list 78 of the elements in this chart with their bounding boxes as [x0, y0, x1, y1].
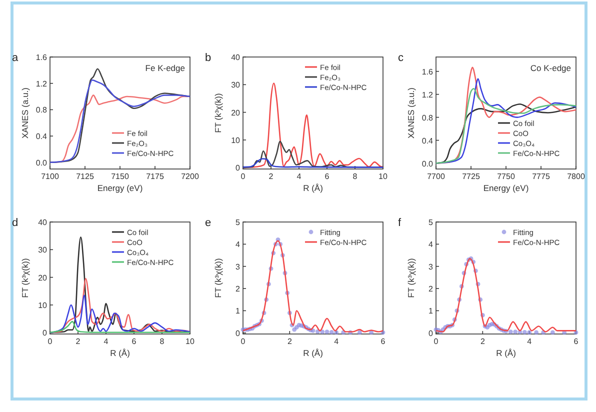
y-axis-title: XANES (a.u.) [20, 87, 30, 139]
y-tick-label: 0.8 [422, 113, 434, 122]
y-tick-label: 20 [231, 108, 241, 118]
y-tick-label: 0.4 [422, 136, 434, 146]
y-tick-label: 2 [428, 284, 434, 294]
x-axis-title: R (Å) [110, 348, 130, 358]
chart-title: e [205, 217, 212, 229]
x-tick-label: 6 [324, 172, 330, 181]
y-tick-label: 1.2 [36, 79, 48, 88]
y-tick-label: 1.6 [36, 53, 48, 62]
y-tick-label: 4 [428, 240, 434, 250]
y-tick-label: 20 [38, 273, 48, 282]
x-tick-label: 2 [287, 337, 292, 346]
y-tick-label: 10 [38, 300, 48, 310]
y-tick-label: 1.6 [422, 67, 434, 76]
y-tick-label: 0 [428, 328, 434, 338]
annotation: Fe K-edge [145, 63, 186, 73]
y-tick-label: 1 [236, 306, 241, 316]
y-tick-label: 0.8 [36, 106, 48, 115]
x-tick-label: 7750 [497, 172, 516, 181]
x-tick-label: 7200 [181, 172, 200, 181]
x-tick-label: 2 [480, 337, 486, 346]
x-tick-label: 7175 [146, 172, 164, 181]
x-tick-label: 4 [104, 337, 109, 346]
x-tick-label: 4 [334, 337, 340, 346]
x-tick-label: 6 [132, 337, 137, 346]
x-tick-label: 7125 [76, 172, 94, 181]
x-axis-title: R (Å) [496, 348, 516, 358]
x-tick-label: 7700 [427, 172, 446, 181]
y-tick-label: 40 [231, 53, 241, 62]
annotation: Co K-edge [530, 63, 572, 73]
y-tick-label: 3 [236, 262, 241, 272]
y-tick-label: 1.2 [422, 90, 434, 100]
chart-title: a [12, 52, 19, 64]
x-tick-label: 2 [76, 337, 81, 346]
y-tick-label: 5 [428, 218, 434, 227]
x-tick-label: 7775 [532, 172, 550, 181]
x-tick-label: 10 [378, 172, 388, 181]
y-tick-label: 4 [236, 240, 241, 250]
x-tick-label: 10 [186, 337, 195, 346]
y-tick-label: 0.4 [36, 132, 48, 142]
x-tick-label: 8 [352, 172, 358, 181]
y-axis-title: FT (k³χ(k)) [213, 92, 223, 133]
x-tick-label: 7800 [567, 172, 586, 181]
x-tick-label: 2 [268, 172, 274, 181]
chart-title: f [398, 217, 402, 229]
y-tick-label: 0 [42, 328, 48, 338]
y-tick-label: 2 [236, 284, 241, 294]
y-tick-label: 40 [38, 218, 48, 227]
x-tick-label: 6 [380, 337, 386, 346]
y-tick-label: 0.0 [36, 158, 48, 168]
x-axis-title: Energy (eV) [483, 183, 529, 193]
x-tick-label: 8 [160, 337, 165, 346]
y-tick-label: 5 [236, 218, 241, 227]
x-tick-label: 7725 [462, 172, 480, 181]
x-axis-title: R (Å) [303, 348, 324, 358]
y-tick-label: 30 [38, 246, 48, 255]
y-tick-label: 0 [236, 164, 241, 173]
x-tick-label: 4 [527, 337, 532, 346]
x-tick-label: 4 [296, 172, 302, 181]
y-axis-title: FT (k³χ(k)) [213, 258, 223, 298]
y-tick-label: 10 [231, 136, 241, 145]
y-tick-label: 0.0 [422, 159, 434, 168]
y-axis-title: XANES (a.u.) [406, 87, 416, 139]
y-tick-label: 3 [428, 262, 434, 272]
x-axis-title: R (Å) [303, 183, 324, 193]
x-tick-label: 7150 [111, 172, 130, 181]
y-tick-label: 1 [428, 306, 434, 316]
x-tick-label: 7100 [41, 172, 60, 181]
y-tick-label: 0 [236, 328, 241, 338]
y-tick-label: 30 [231, 80, 241, 90]
x-tick-label: 6 [574, 337, 579, 346]
y-axis-title: FT (k³χ(k)) [406, 258, 416, 298]
chart-title: b [205, 52, 212, 64]
y-axis-title: FT (k³χ(k)) [20, 258, 30, 298]
chart-title: c [398, 52, 404, 64]
chart-title: d [12, 217, 18, 229]
x-axis-title: Energy (eV) [97, 183, 143, 193]
